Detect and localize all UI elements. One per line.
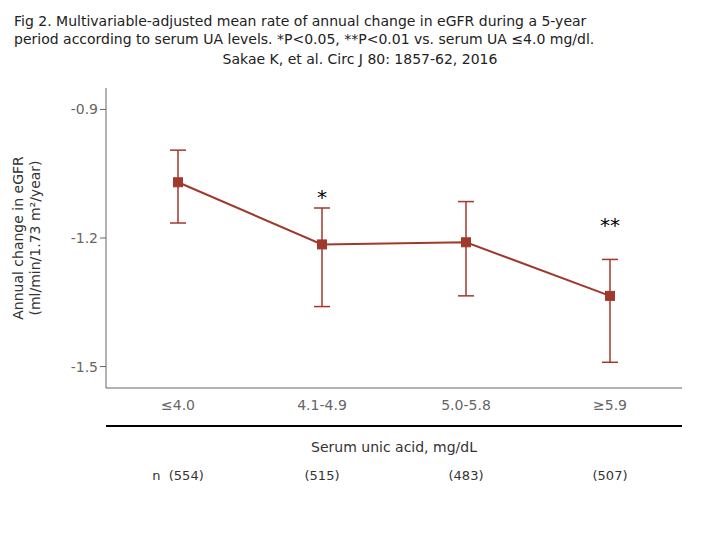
svg-text:-1.2: -1.2 [71, 230, 98, 246]
svg-text:-1.5: -1.5 [71, 359, 98, 375]
svg-text:4.1-4.9: 4.1-4.9 [297, 397, 347, 413]
svg-text:(515): (515) [305, 468, 340, 483]
html-text:Sakae K, et al. Circ J 80: 185: Sakae K, et al. Circ J 80: 1857-62, 2016 [222, 51, 498, 67]
svg-text:≥5.9: ≥5.9 [593, 397, 627, 413]
svg-text:**: ** [600, 213, 620, 237]
svg-text:5.0-5.8: 5.0-5.8 [441, 397, 491, 413]
svg-text:Annual change in eGFR(ml/min/1: Annual change in eGFR(ml/min/1.73 m²/yea… [10, 156, 43, 320]
svg-text:(507): (507) [593, 468, 628, 483]
svg-text:-0.9: -0.9 [71, 101, 98, 117]
svg-text:Serum unic acid, mg/dL: Serum unic acid, mg/dL [311, 439, 477, 455]
html-text:Fig 2. Multivariable-adjusted: Fig 2. Multivariable-adjusted mean rate … [14, 13, 587, 29]
svg-text:≤4.0: ≤4.0 [161, 397, 195, 413]
svg-text:(483): (483) [449, 468, 484, 483]
svg-text:*: * [317, 185, 327, 209]
html-text:period according to serum UA l: period according to serum UA levels. *P<… [14, 31, 595, 47]
svg-text:n (554): n (554) [152, 468, 203, 483]
